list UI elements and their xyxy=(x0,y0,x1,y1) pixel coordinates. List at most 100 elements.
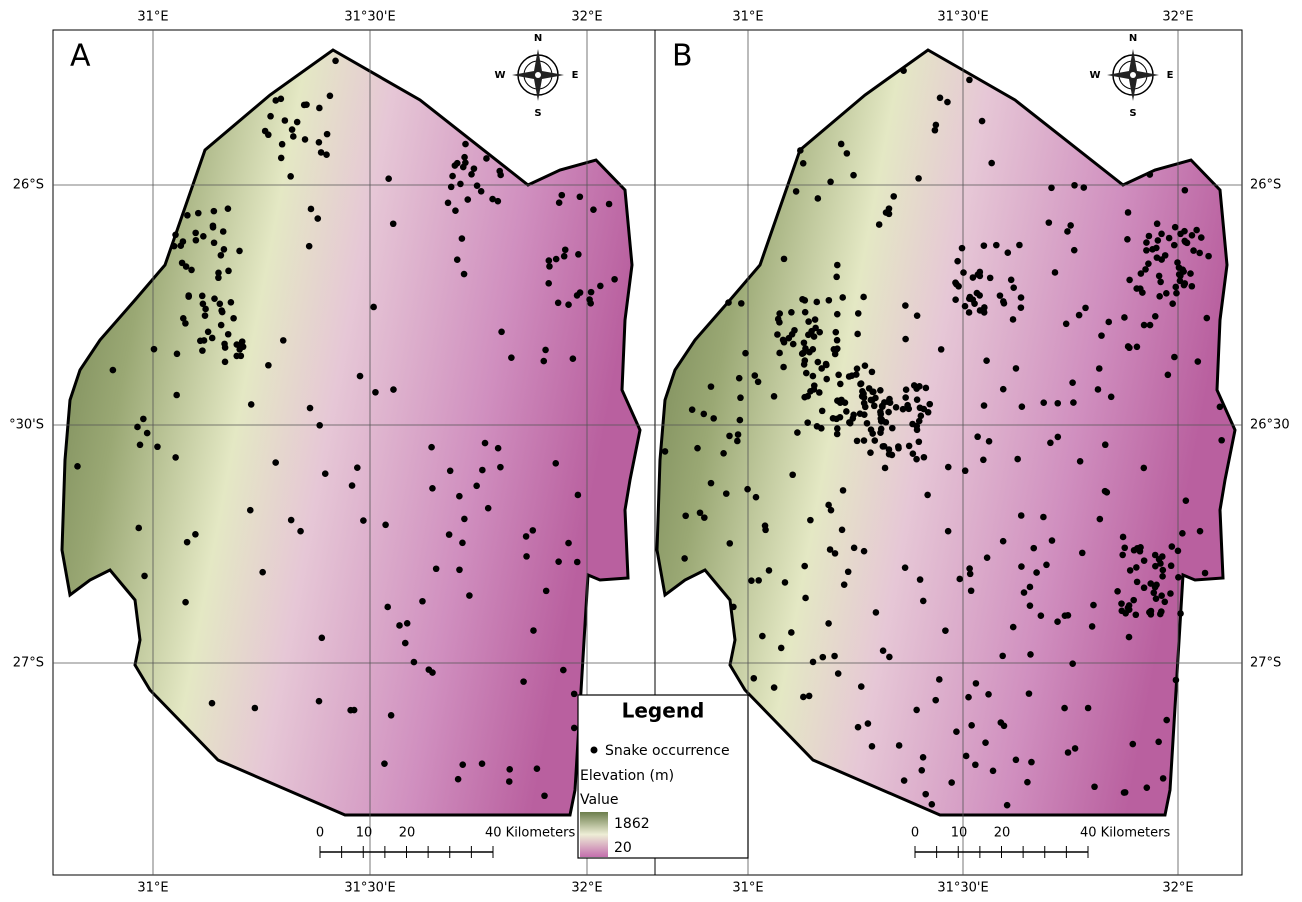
snake-occurrence xyxy=(920,754,927,761)
snake-occurrence xyxy=(1182,239,1189,246)
snake-occurrence xyxy=(360,517,367,524)
snake-occurrence xyxy=(854,438,861,445)
snake-occurrence xyxy=(936,676,943,683)
snake-occurrence xyxy=(966,565,973,572)
snake-occurrence xyxy=(1069,379,1076,386)
snake-occurrence xyxy=(179,260,186,267)
snake-occurrence xyxy=(1172,284,1179,291)
scale-label: 40 Kilometers xyxy=(1080,826,1170,841)
snake-occurrence xyxy=(681,555,688,562)
snake-occurrence xyxy=(506,778,513,785)
snake-occurrence xyxy=(445,200,452,207)
snake-occurrence xyxy=(411,659,418,666)
snake-occurrence xyxy=(1070,399,1077,406)
snake-occurrence xyxy=(200,233,207,240)
snake-occurrence xyxy=(452,207,459,214)
snake-occurrence xyxy=(1218,437,1225,444)
snake-occurrence xyxy=(871,403,878,410)
snake-occurrence xyxy=(197,338,204,345)
snake-occurrence xyxy=(1159,573,1166,580)
snake-occurrence xyxy=(385,175,392,182)
snake-occurrence xyxy=(381,760,388,767)
snake-occurrence xyxy=(966,309,973,316)
snake-occurrence xyxy=(218,252,225,259)
scale-label: 20 xyxy=(994,826,1011,841)
snake-occurrence xyxy=(755,577,762,584)
snake-occurrence xyxy=(945,528,952,535)
snake-occurrence xyxy=(1160,567,1167,574)
snake-occurrence xyxy=(319,635,326,642)
snake-occurrence xyxy=(945,464,952,471)
snake-occurrence xyxy=(815,359,822,366)
snake-occurrence xyxy=(211,208,218,215)
snake-occurrence xyxy=(1189,283,1196,290)
snake-occurrence xyxy=(316,422,323,429)
snake-occurrence xyxy=(172,454,179,461)
snake-occurrence xyxy=(1080,184,1087,191)
snake-occurrence xyxy=(606,201,613,208)
snake-occurrence xyxy=(236,248,243,255)
snake-occurrence xyxy=(218,307,225,314)
snake-occurrence xyxy=(1054,400,1061,407)
snake-occurrence xyxy=(218,322,225,329)
snake-occurrence xyxy=(1156,293,1163,300)
snake-occurrence xyxy=(959,245,966,252)
snake-occurrence xyxy=(806,349,813,356)
snake-occurrence xyxy=(903,386,910,393)
top-coord-label: 31°30'E xyxy=(344,10,395,25)
snake-occurrence xyxy=(759,633,766,640)
snake-occurrence xyxy=(456,566,463,573)
snake-occurrence xyxy=(1143,784,1150,791)
snake-occurrence xyxy=(880,647,887,654)
snake-occurrence xyxy=(1173,290,1180,297)
legend-point xyxy=(591,747,598,754)
top-coord-label: 31°E xyxy=(137,10,168,25)
snake-occurrence xyxy=(1108,393,1115,400)
snake-occurrence xyxy=(1054,618,1061,625)
snake-occurrence xyxy=(682,512,689,519)
snake-occurrence xyxy=(823,376,830,383)
bottom-coord-label: 31°30'E xyxy=(344,881,395,896)
snake-occurrence xyxy=(185,292,192,299)
legend-high: 1862 xyxy=(614,816,650,832)
snake-occurrence xyxy=(314,215,321,222)
snake-occurrence xyxy=(297,528,304,535)
snake-occurrence xyxy=(428,444,435,451)
snake-occurrence xyxy=(482,440,489,447)
snake-occurrence xyxy=(1063,320,1070,327)
snake-occurrence xyxy=(960,269,967,276)
snake-occurrence xyxy=(791,327,798,334)
snake-occurrence xyxy=(1146,609,1153,616)
snake-occurrence xyxy=(924,492,931,499)
snake-occurrence xyxy=(278,96,285,103)
scale-label: 0 xyxy=(911,826,919,841)
snake-occurrence xyxy=(708,480,715,487)
snake-occurrence xyxy=(916,383,923,390)
snake-occurrence xyxy=(902,564,909,571)
snake-occurrence xyxy=(1143,247,1150,254)
snake-occurrence xyxy=(895,445,902,452)
snake-occurrence xyxy=(396,622,403,629)
snake-occurrence xyxy=(738,300,745,307)
snake-occurrence xyxy=(833,346,840,353)
snake-occurrence xyxy=(1134,344,1141,351)
snake-occurrence xyxy=(1097,516,1104,523)
snake-occurrence xyxy=(948,779,955,786)
snake-occurrence xyxy=(834,397,841,404)
snake-occurrence xyxy=(182,599,189,606)
snake-occurrence xyxy=(429,485,436,492)
snake-occurrence xyxy=(742,350,749,357)
snake-occurrence xyxy=(209,335,216,342)
snake-occurrence xyxy=(801,394,808,401)
snake-occurrence xyxy=(922,791,929,798)
snake-occurrence xyxy=(1004,249,1011,256)
snake-occurrence xyxy=(239,338,246,345)
snake-occurrence xyxy=(590,206,597,213)
snake-occurrence xyxy=(1121,314,1128,321)
snake-occurrence xyxy=(1030,545,1037,552)
side-coord-label: 26°S xyxy=(1250,178,1281,193)
snake-occurrence xyxy=(1182,280,1189,287)
snake-occurrence xyxy=(560,667,567,674)
snake-occurrence xyxy=(840,487,847,494)
snake-occurrence xyxy=(199,347,206,354)
